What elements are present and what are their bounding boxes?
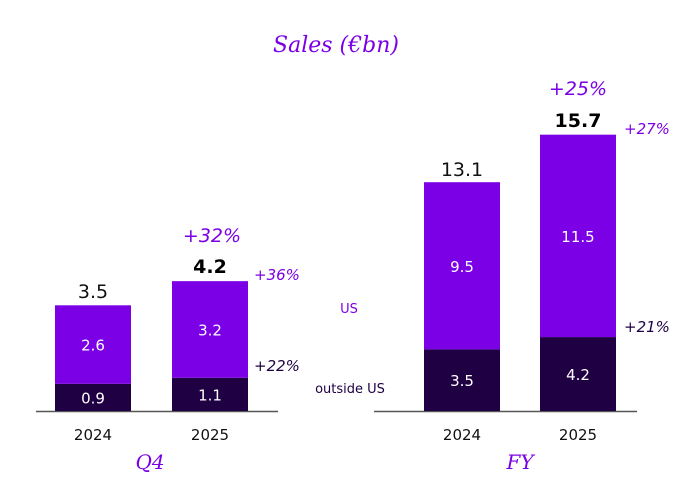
q4-tick-2024: 2024 [74, 426, 112, 444]
fy-label-2024-outside-us: 3.5 [450, 372, 474, 390]
fy-group-label: FY [505, 450, 535, 474]
fy-bar-2024-outside-us [424, 349, 500, 411]
fy-total-2024: 13.1 [441, 159, 483, 181]
fy-growth-total: +25% [549, 78, 607, 100]
q4-bar-2024-outside-us [55, 383, 131, 411]
q4-bar-2025-us [172, 281, 248, 378]
q4-total-2024: 3.5 [78, 281, 108, 303]
fy-label-2025-outside-us: 4.2 [566, 366, 590, 384]
q4-growth-us: +36% [254, 266, 300, 284]
q4-tick-2025: 2025 [191, 426, 229, 444]
q4-label-2024-us: 2.6 [81, 337, 105, 355]
fy-bar-2024-us [424, 182, 500, 350]
legend-outside-us: outside US [315, 382, 385, 397]
fy-bar-2025-us [540, 134, 616, 338]
q4-growth-outside-us: +22% [254, 357, 300, 375]
q4-group-label: Q4 [135, 450, 164, 474]
fy-tick-2024: 2024 [443, 426, 481, 444]
q4-label-2025-us: 3.2 [198, 321, 222, 339]
chart-title: Sales (€bn) [273, 33, 399, 58]
fy-bars: 3.5 9.5 4.2 11.5 [424, 134, 616, 411]
q4-bar-2024-us [55, 305, 131, 384]
fy-tick-2025: 2025 [559, 426, 597, 444]
panel-q4: 0.9 2.6 1.1 3.2 2024 2025 Q4 3.5 4.2 +32% +… [36, 225, 300, 474]
q4-total-2025: 4.2 [193, 256, 227, 278]
q4-label-2025-outside-us: 1.1 [198, 386, 222, 404]
panel-fy: 3.5 9.5 4.2 11.5 2024 2025 FY 13.1 15.7 +25… [374, 78, 670, 474]
q4-bars: 0.9 2.6 1.1 3.2 [55, 281, 248, 411]
fy-label-2025-us: 11.5 [561, 228, 594, 246]
q4-bar-2025-outside-us [172, 377, 248, 411]
q4-growth-total: +32% [183, 225, 241, 247]
q4-label-2024-outside-us: 0.9 [81, 389, 105, 407]
fy-total-2025: 15.7 [555, 110, 602, 132]
fy-bar-2025-outside-us [540, 337, 616, 411]
fy-growth-outside-us: +21% [624, 318, 670, 336]
fy-label-2024-us: 9.5 [450, 258, 474, 276]
legend-us: US [340, 302, 358, 317]
fy-growth-us: +27% [624, 120, 670, 138]
